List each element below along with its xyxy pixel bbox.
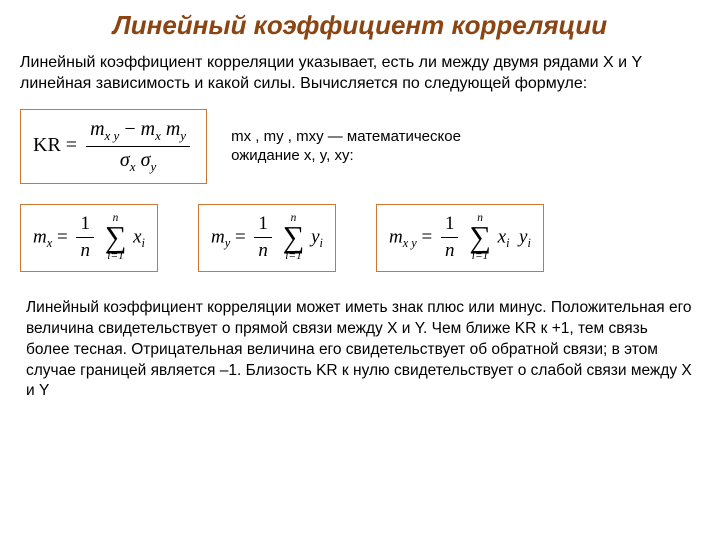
mxy-frac-den: n xyxy=(441,238,459,262)
kr-num-mxy: m xyxy=(90,118,104,140)
note-text: mx , my , mxy — математическое ожидание … xyxy=(231,127,511,166)
mx-sum-bot: i=1 xyxy=(107,251,124,262)
mxy-term2-sub: i xyxy=(527,236,530,250)
kr-den-sy: σ xyxy=(141,149,151,171)
kr-formula-row: KR = mx y − mx my σx σy mx , my , mxy — … xyxy=(20,109,700,184)
mxy-formula-box: mx y = 1 n n ∑ i=1 xi yi xyxy=(376,204,544,272)
my-frac-num: 1 xyxy=(254,213,272,238)
my-term: y xyxy=(311,226,319,247)
mx-lhs: m xyxy=(33,226,47,247)
mxy-frac-num: 1 xyxy=(441,213,459,238)
kr-minus: − xyxy=(124,118,140,140)
mx-lhs-sub: x xyxy=(47,236,52,250)
my-term-sub: i xyxy=(320,236,323,250)
kr-num-mxy-sub: x y xyxy=(105,128,120,143)
my-formula-box: my = 1 n n ∑ i=1 yi xyxy=(198,204,336,272)
kr-num-mx: m xyxy=(141,118,155,140)
my-sum-bot: i=1 xyxy=(285,251,302,262)
sigma-icon: ∑ xyxy=(105,224,127,251)
kr-den-sy-sub: y xyxy=(150,159,156,174)
page-title: Линейный коэффициент корреляции xyxy=(0,10,720,41)
mxy-lhs: m xyxy=(389,226,403,247)
kr-num-mx-sub: x xyxy=(155,128,161,143)
mx-formula-box: mx = 1 n n ∑ i=1 xi xyxy=(20,204,158,272)
kr-num-my-sub: y xyxy=(180,128,186,143)
mxy-sum-bot: i=1 xyxy=(472,251,489,262)
sigma-icon: ∑ xyxy=(469,224,491,251)
mean-formulas-row: mx = 1 n n ∑ i=1 xi my = 1 n n ∑ i=1 yi … xyxy=(20,204,700,272)
kr-formula-box: KR = mx y − mx my σx σy xyxy=(20,109,207,184)
my-frac-den: n xyxy=(254,238,272,262)
mx-term: x xyxy=(133,226,141,247)
intro-paragraph: Линейный коэффициент корреляции указывае… xyxy=(20,53,700,95)
kr-lhs: KR xyxy=(33,134,61,156)
kr-num-my: m xyxy=(166,118,180,140)
mxy-term1-sub: i xyxy=(506,236,509,250)
my-lhs-sub: y xyxy=(225,236,230,250)
kr-den-sx-sub: x xyxy=(130,159,136,174)
mx-term-sub: i xyxy=(142,236,145,250)
mx-frac-den: n xyxy=(76,238,94,262)
sigma-icon: ∑ xyxy=(283,224,305,251)
mxy-lhs-sub: x y xyxy=(403,236,417,250)
conclusion-paragraph: Линейный коэффициент корреляции может им… xyxy=(26,298,694,403)
mx-frac-num: 1 xyxy=(76,213,94,238)
my-lhs: m xyxy=(211,226,225,247)
mxy-term1: x xyxy=(498,226,506,247)
kr-den-sx: σ xyxy=(120,149,130,171)
